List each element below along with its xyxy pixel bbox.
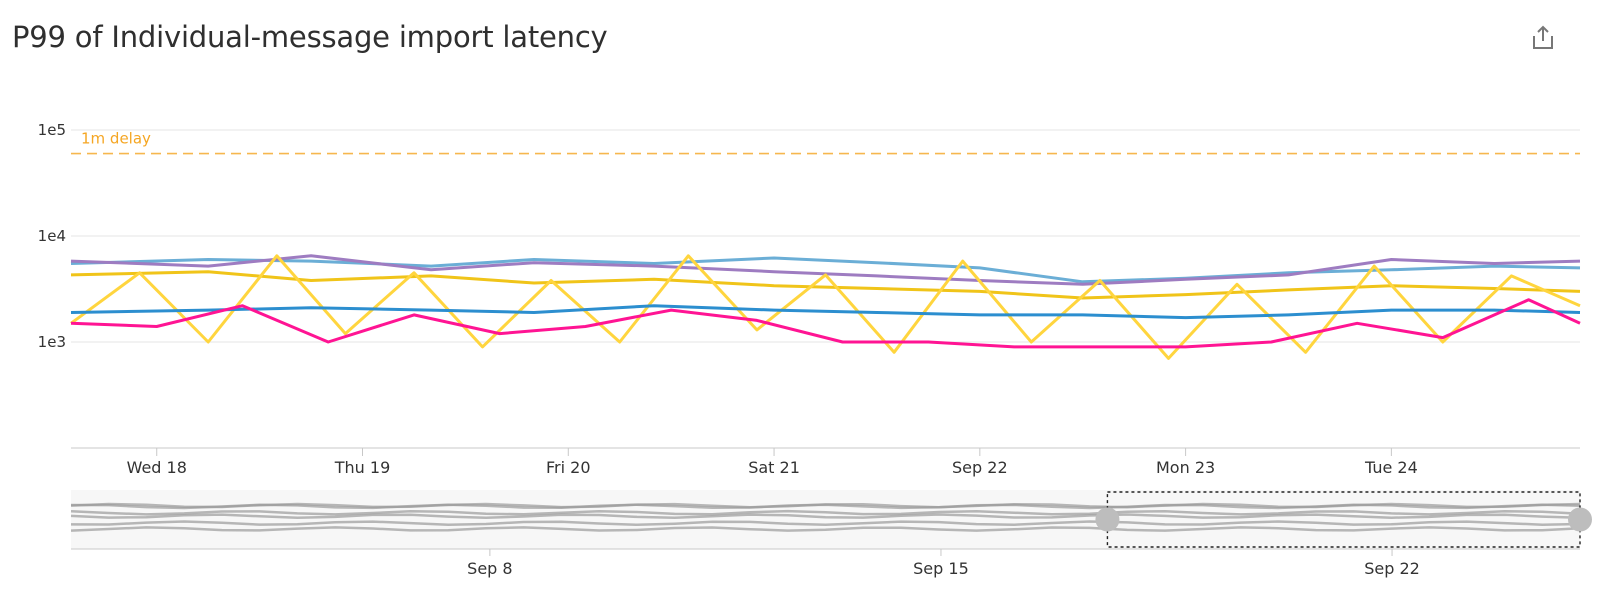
navigator-tick-label: Sep 8 xyxy=(467,559,512,578)
series-line-5 xyxy=(70,304,1581,320)
navigator-series-6 xyxy=(70,526,1581,532)
navigator-selection xyxy=(1106,491,1581,548)
x-tick-label: Sep 22 xyxy=(952,458,1008,477)
x-tick-label: Thu 19 xyxy=(334,458,391,477)
navigator-series-5 xyxy=(70,520,1581,527)
navigator-handle-right xyxy=(1568,507,1592,532)
y-tick-label: 1e3 xyxy=(38,333,66,351)
navigator-series-2 xyxy=(70,503,1581,510)
navigator-background xyxy=(71,490,1580,549)
x-tick-label: Tue 24 xyxy=(1364,458,1418,477)
series-line-2 xyxy=(70,254,1581,286)
share-button[interactable] xyxy=(1528,22,1558,52)
chart-title: P99 of Individual-message import latency xyxy=(12,20,608,54)
x-tick-label: Wed 18 xyxy=(127,458,187,477)
navigator-tick-label: Sep 22 xyxy=(1364,559,1420,578)
y-tick-label: 1e4 xyxy=(38,227,66,245)
series-line-6 xyxy=(70,298,1581,349)
navigator-series-3 xyxy=(70,509,1581,516)
navigator-tick-label: Sep 15 xyxy=(913,559,969,578)
series-line-4 xyxy=(70,254,1581,360)
navigator-series-1 xyxy=(70,502,1581,509)
y-tick-label: 1e5 xyxy=(38,121,66,139)
series-line-3 xyxy=(70,270,1581,300)
navigator-series-4 xyxy=(70,513,1581,520)
x-tick-label: Mon 23 xyxy=(1156,458,1215,477)
navigator-handle-left xyxy=(1095,507,1120,532)
x-tick-label: Sat 21 xyxy=(748,458,800,477)
series-line-1 xyxy=(70,256,1581,284)
share-icon xyxy=(1533,25,1553,49)
threshold-label: 1m delay xyxy=(81,130,151,148)
x-tick-label: Fri 20 xyxy=(546,458,591,477)
